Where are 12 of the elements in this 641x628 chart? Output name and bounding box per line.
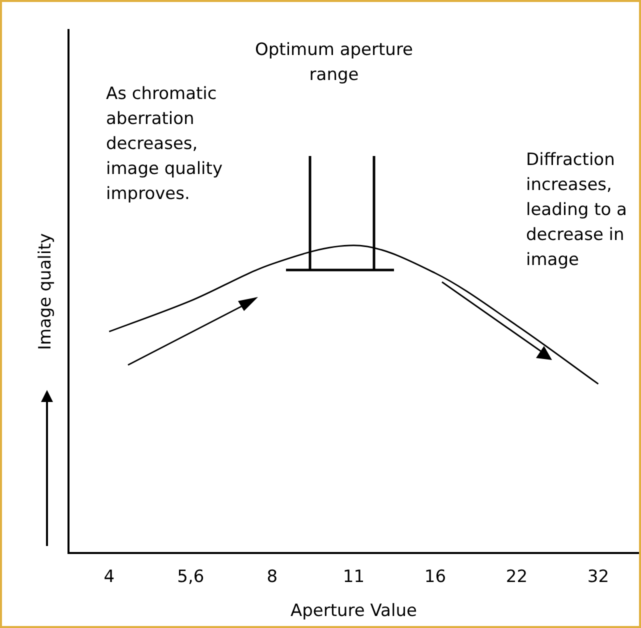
- x-axis-title: Aperture Value: [290, 601, 417, 622]
- x-tick-label: 32: [587, 566, 610, 587]
- x-tick-label: 16: [424, 566, 446, 587]
- x-tick-label: 22: [506, 566, 528, 587]
- y-axis-title: Image quality: [36, 233, 56, 350]
- x-tick-label: 4: [104, 566, 115, 587]
- text: Optimum aperture range: [254, 39, 414, 87]
- x-tick-label: 5,6: [177, 566, 204, 587]
- annotation: Diffraction increases, leading to a decrease in image: [526, 149, 628, 272]
- x-tick-label: 11: [342, 566, 365, 587]
- x-tick-label: 8: [266, 566, 278, 587]
- text: As chromatic aberration decreases, image quality improves.: [106, 83, 224, 206]
